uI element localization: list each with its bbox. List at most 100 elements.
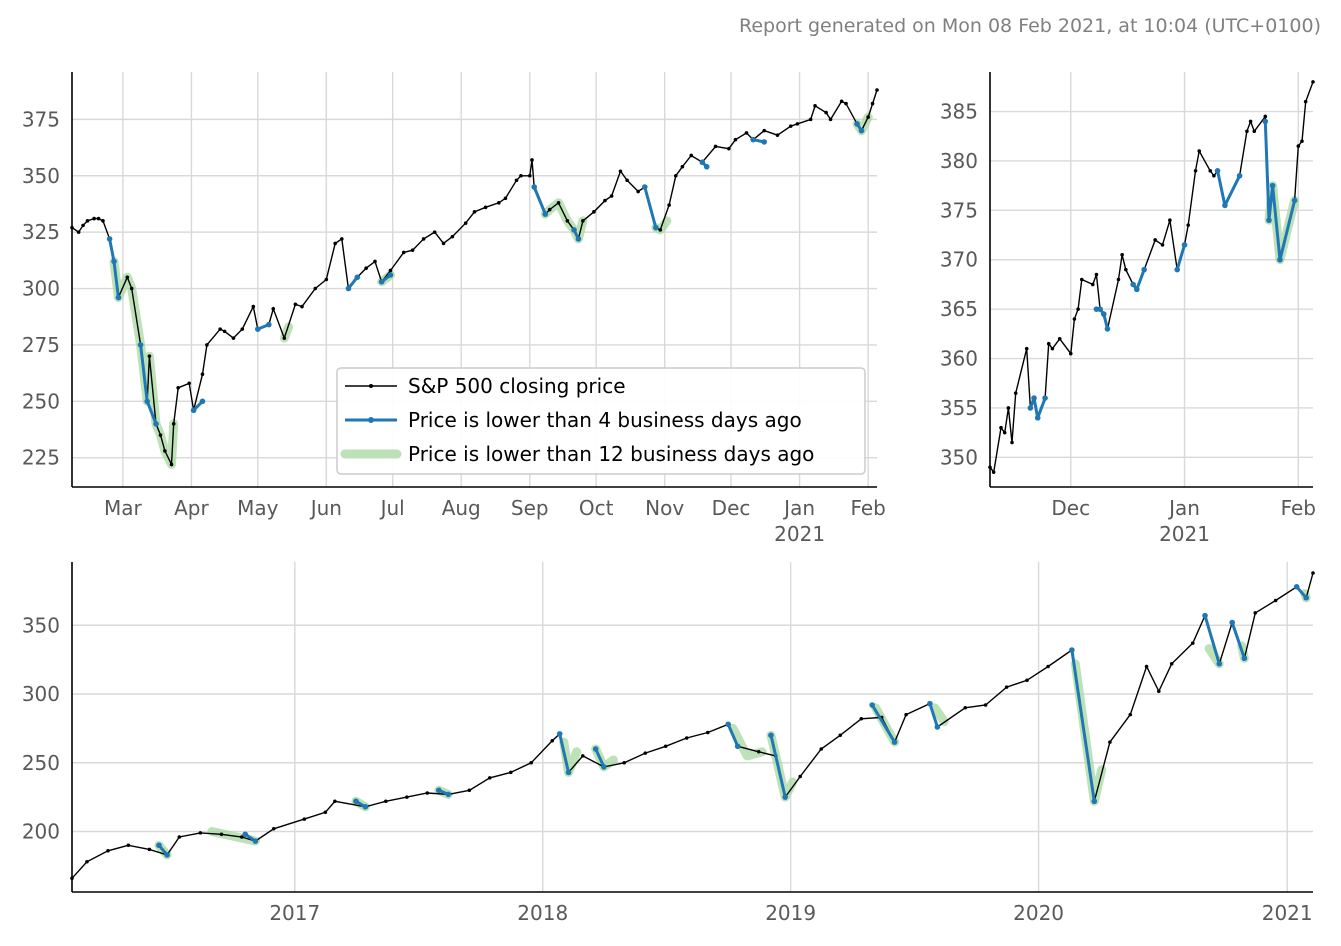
lower-than-4-days-point	[1266, 217, 1272, 224]
y-tick-label: 300	[22, 277, 60, 301]
closing-price-point	[92, 216, 96, 221]
lower-than-4-days-point	[435, 787, 442, 794]
closing-price-point	[293, 302, 298, 307]
legend-close-marker	[369, 384, 373, 388]
lower-than-12-days-segment	[1070, 659, 1107, 806]
closing-price-point	[603, 198, 607, 203]
lower-than-4-days-point	[1216, 660, 1223, 667]
lower-than-4-days-point	[1141, 266, 1147, 273]
x-tick-label: 2018	[517, 901, 568, 925]
closing-price-point	[503, 196, 508, 201]
closing-price-point	[859, 716, 864, 721]
closing-price-point	[689, 153, 694, 158]
lower-than-4-days-point	[354, 274, 361, 281]
closing-price-point	[643, 751, 648, 755]
closing-price-point	[1046, 341, 1051, 346]
x-tick-label: 2021	[1262, 901, 1313, 925]
y-tick-label: 360	[940, 347, 978, 371]
lower-than-4-days-segment	[726, 723, 740, 747]
closing-price-point	[875, 88, 879, 92]
closing-price-point	[1050, 346, 1055, 351]
x-tick-label: Dec	[712, 496, 751, 520]
closing-price-point	[198, 831, 203, 835]
lower-than-4-days-point	[854, 121, 860, 127]
lower-than-4-days-segment	[1070, 649, 1096, 802]
closing-price-point	[565, 219, 570, 223]
x-tick-label: Jan	[1167, 496, 1200, 520]
closing-price-point	[828, 117, 833, 122]
closing-price-point	[550, 738, 555, 743]
closing-price-point	[744, 131, 749, 135]
lower-than-4-days-segment	[1203, 615, 1221, 665]
closing-price-point	[222, 329, 227, 334]
x-tick-year-label: 2021	[1159, 522, 1210, 546]
closing-price-point	[527, 173, 532, 178]
closing-price-point	[240, 835, 244, 839]
closing-price-point	[463, 221, 468, 225]
lower-than-4-days-point	[1303, 594, 1310, 601]
lower-than-4-days-point	[1181, 242, 1188, 248]
lower-than-4-days-point	[782, 794, 789, 800]
lower-than-4-days-segment	[928, 703, 939, 728]
x-tick-label: Jul	[379, 496, 405, 520]
lower-than-4-days-point	[653, 224, 659, 231]
lower-than-4-days-point	[1202, 612, 1208, 619]
closing-price-point	[101, 219, 105, 223]
lower-than-4-days-point	[1100, 311, 1107, 317]
closing-price-point	[364, 266, 368, 271]
closing-price-point	[187, 381, 192, 386]
lower-than-4-days-point	[106, 236, 113, 242]
closing-price-point	[1296, 144, 1301, 148]
closing-price-point	[1010, 440, 1014, 445]
closing-price-point	[271, 307, 276, 311]
closing-price-point	[756, 749, 761, 754]
closing-price-point	[1002, 430, 1007, 435]
chart-legend: S&P 500 closing price Price is lower than…	[336, 367, 866, 475]
closing-price-point	[467, 788, 472, 793]
lower-than-4-days-point	[362, 803, 369, 810]
lower-than-4-days-point	[571, 227, 577, 233]
closing-price-point	[405, 795, 409, 799]
closing-price-point	[519, 173, 523, 178]
lower-than-4-days-point	[1214, 168, 1221, 174]
lower-than-4-days-point	[542, 211, 549, 217]
closing-price-point	[1153, 238, 1157, 242]
closing-price-point	[1273, 598, 1278, 603]
closing-price-point	[1253, 611, 1258, 615]
x-tick-label: Apr	[174, 496, 209, 520]
closing-price-point	[421, 237, 426, 241]
lower-than-4-days-point	[761, 139, 768, 145]
closing-price-point	[625, 178, 629, 183]
closing-price-point	[991, 470, 996, 474]
lower-than-4-days-point	[115, 294, 122, 301]
closing-price-point	[592, 210, 596, 214]
lower-than-4-days-segment	[1230, 622, 1246, 659]
y-tick-label: 325	[22, 220, 60, 244]
closing-price-point	[1168, 218, 1172, 223]
closing-price-point	[472, 210, 477, 214]
closing-price-point	[76, 230, 81, 234]
closing-price-point	[1186, 223, 1191, 227]
closing-price-point	[1090, 282, 1095, 287]
lower-than-4-days-point	[1277, 256, 1283, 263]
lower-than-4-days-point	[353, 798, 359, 805]
report-generated-text: Report generated on Mon 08 Feb 2021, at …	[738, 15, 1321, 37]
closing-price-point	[205, 343, 209, 347]
y-tick-label: 350	[22, 613, 60, 637]
closing-price-point	[838, 733, 843, 738]
lower-than-4-days-point	[1174, 266, 1180, 273]
closing-price-point	[1311, 80, 1315, 84]
closing-price-point	[839, 99, 844, 104]
y-tick-label: 300	[22, 682, 60, 706]
closing-price-point	[1197, 149, 1202, 153]
closing-price-point	[1004, 685, 1009, 689]
closing-price-point	[302, 817, 307, 821]
lower-than-4-days-point	[266, 321, 272, 328]
closing-price-point	[1128, 712, 1133, 717]
y-tick-label: 375	[22, 107, 60, 131]
closing-price-point	[684, 736, 689, 740]
closing-price-point	[1190, 641, 1195, 645]
lower-than-4-days-point	[252, 838, 259, 844]
closing-price-point	[1046, 664, 1050, 669]
